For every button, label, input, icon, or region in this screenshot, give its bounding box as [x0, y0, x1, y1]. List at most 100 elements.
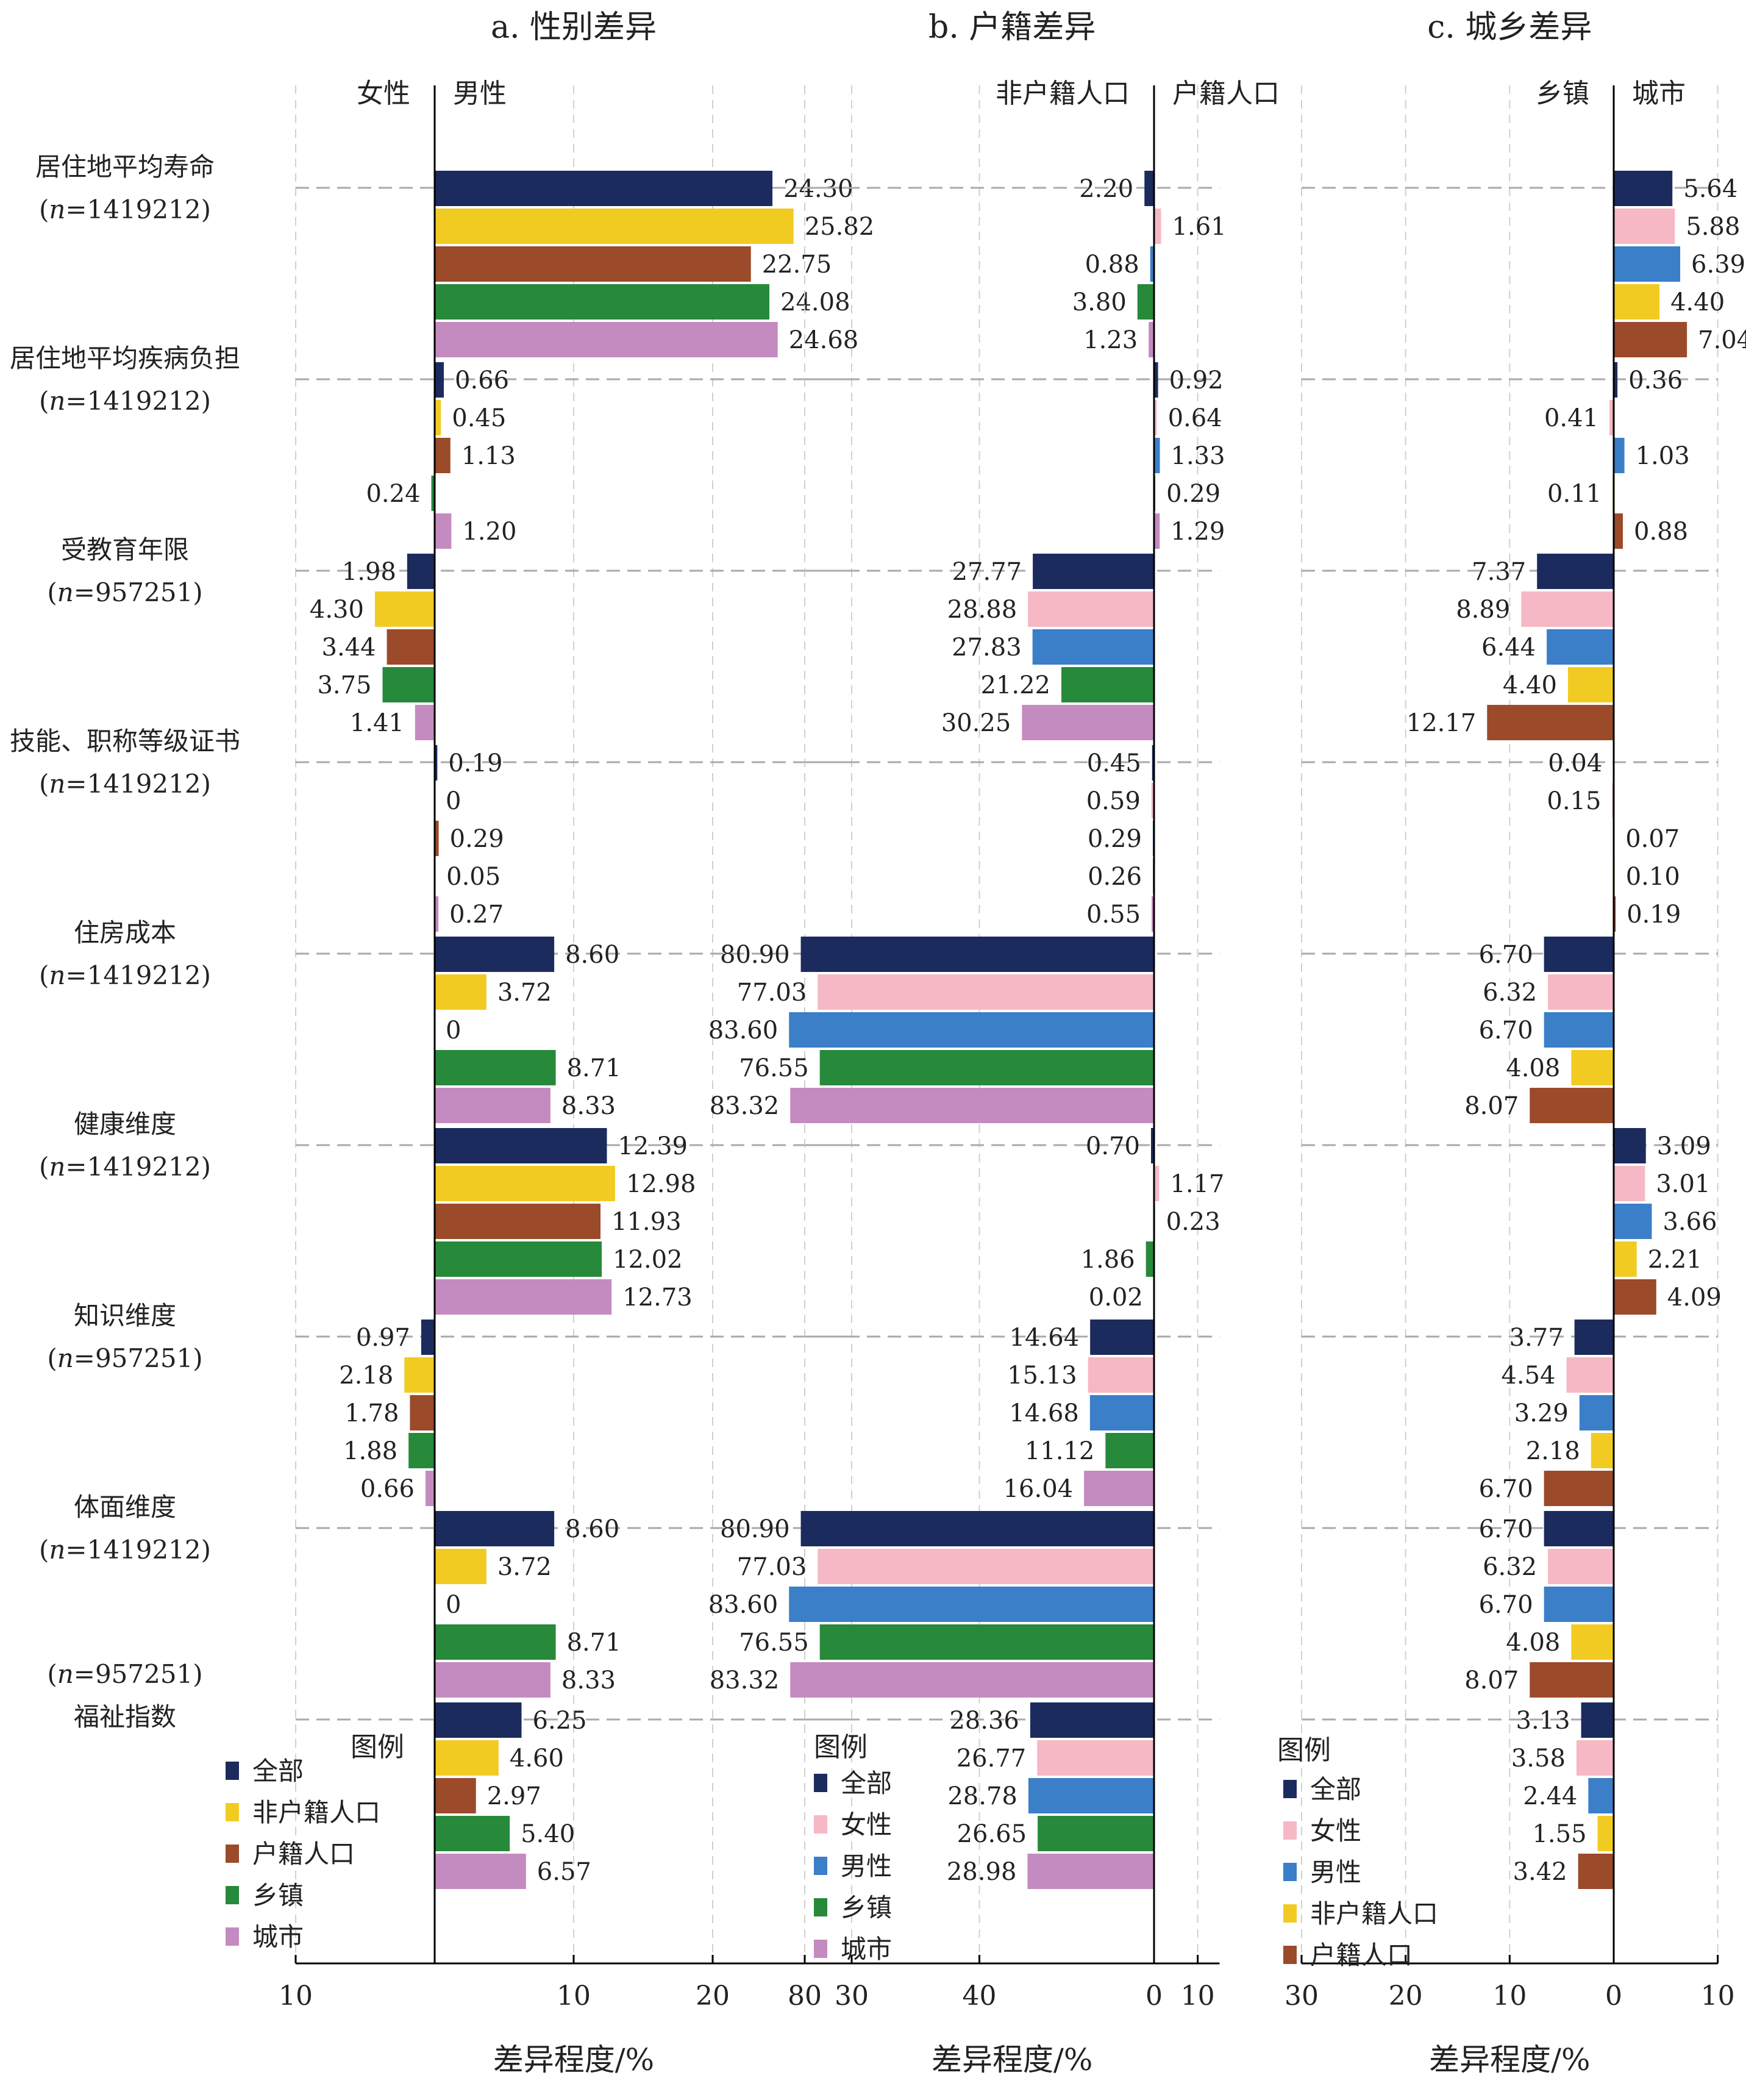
data-label: 0.41: [1544, 404, 1598, 432]
data-label: 0.29: [1166, 480, 1220, 508]
bar-全部: [1030, 1702, 1154, 1738]
data-label: 26.65: [957, 1820, 1027, 1848]
bar-男性: [1579, 1395, 1614, 1430]
data-label: 0.36: [1628, 366, 1683, 395]
bar-女性: [818, 1549, 1154, 1584]
bar-乡镇: [1146, 1241, 1154, 1277]
bar-城市: [435, 1662, 551, 1698]
tick-label: 30: [835, 1980, 869, 2012]
bar-城市: [1154, 513, 1160, 549]
x-axis-label: 差异程度/%: [1429, 2042, 1590, 2077]
data-label: 6.32: [1483, 979, 1537, 1007]
bar-男性: [1614, 1204, 1652, 1239]
row-n-label: (n=957251): [47, 1343, 202, 1373]
legend-swatch-全部: [226, 1762, 239, 1780]
bar-非户籍人口: [1597, 1816, 1614, 1851]
data-label: 0.88: [1085, 251, 1139, 279]
tick-label: 10: [1181, 1980, 1215, 2012]
legend-title: 图例: [351, 1732, 404, 1763]
bar-户籍人口: [1614, 513, 1623, 549]
data-label: 76.55: [739, 1629, 809, 1657]
bar-女性: [1088, 1357, 1154, 1393]
data-label: 77.03: [737, 1553, 807, 1581]
bar-女性: [1614, 209, 1675, 244]
bar-全部: [435, 362, 444, 398]
panel-title: a. 性别差异: [491, 9, 657, 46]
bar-女性: [1576, 1740, 1614, 1776]
data-label: 22.75: [762, 251, 832, 279]
bar-男性: [1089, 1395, 1154, 1430]
bar-男性: [1544, 1012, 1614, 1048]
bar-男性: [1588, 1778, 1614, 1813]
bar-非户籍人口: [435, 209, 794, 244]
data-label: 8.71: [567, 1054, 621, 1082]
bar-女性: [1521, 591, 1614, 627]
legend-label: 男性: [1310, 1857, 1361, 1887]
legend-label: 户籍人口: [1310, 1940, 1413, 1970]
row-label: 技能、职称等级证书: [10, 726, 240, 756]
data-label: 11.93: [611, 1208, 682, 1236]
data-label: 1.03: [1636, 442, 1690, 470]
data-label: 8.33: [561, 1092, 616, 1120]
row-label-group: 体面维度 (n=1419212): [39, 1492, 211, 1565]
legend-swatch-女性: [1283, 1821, 1297, 1840]
data-label: 3.80: [1072, 288, 1127, 316]
bar-乡镇: [408, 1433, 435, 1468]
bar-乡镇: [1105, 1433, 1154, 1468]
data-label: 0.05: [446, 863, 501, 891]
bar-女性: [1609, 400, 1614, 435]
data-label: 8.33: [561, 1666, 616, 1695]
bar-户籍人口: [435, 1204, 601, 1239]
data-label: 6.39: [1691, 251, 1745, 279]
data-label: 3.42: [1513, 1858, 1567, 1886]
bar-女性: [1154, 400, 1157, 435]
data-label: 0.66: [455, 366, 509, 395]
data-label: 2.20: [1079, 175, 1133, 203]
bar-男性: [789, 1012, 1154, 1048]
data-label: 2.21: [1648, 1246, 1702, 1274]
data-label: 0: [446, 1016, 461, 1045]
bar-全部: [1150, 1128, 1154, 1163]
legend-title: 图例: [1277, 1735, 1331, 1766]
row-label-group: 住房成本 (n=1419212): [39, 918, 211, 990]
legend-swatch-非户籍人口: [1283, 1904, 1297, 1923]
data-label: 24.68: [789, 326, 859, 354]
bar-乡镇: [435, 1050, 556, 1085]
bar-乡镇: [819, 1624, 1154, 1660]
row-label: 健康维度: [74, 1109, 176, 1139]
bar-户籍人口: [435, 821, 439, 856]
row-label: 居住地平均寿命: [35, 152, 215, 182]
left-side-label: 乡镇: [1536, 78, 1589, 109]
data-label: 1.78: [344, 1399, 399, 1427]
right-side-label: 男性: [453, 78, 507, 109]
bar-女性: [1548, 974, 1614, 1010]
bar-非户籍人口: [1571, 1050, 1614, 1085]
data-label: 83.60: [708, 1591, 779, 1619]
bar-乡镇: [819, 1050, 1154, 1085]
data-label: 6.70: [1479, 1591, 1533, 1619]
row-label-group: 技能、职称等级证书 (n=1419212): [10, 726, 240, 799]
tick-label: 0: [1605, 1980, 1622, 2012]
bar-非户籍人口: [435, 400, 441, 435]
data-label: 4.30: [310, 596, 364, 624]
data-label: 83.32: [710, 1666, 780, 1695]
legend-swatch-男性: [814, 1857, 827, 1875]
data-label: 0: [446, 1591, 461, 1619]
data-label: 14.68: [1009, 1399, 1079, 1427]
row-label: 体面维度: [74, 1492, 176, 1522]
legend-swatch-城市: [814, 1940, 827, 1958]
data-label: 3.44: [322, 634, 376, 662]
data-label: 80.90: [720, 1515, 790, 1543]
bar-城市: [435, 1088, 551, 1123]
left-side-label: 女性: [357, 78, 410, 109]
tick-label: 30: [1285, 1980, 1319, 2012]
data-label: 0.27: [449, 901, 504, 929]
bar-城市: [790, 1088, 1154, 1123]
data-label: 4.40: [1503, 671, 1557, 699]
bar-城市: [435, 513, 452, 549]
legend-label: 女性: [841, 1810, 892, 1840]
legend-swatch-城市: [226, 1927, 239, 1946]
data-label: 0.92: [1169, 366, 1224, 395]
